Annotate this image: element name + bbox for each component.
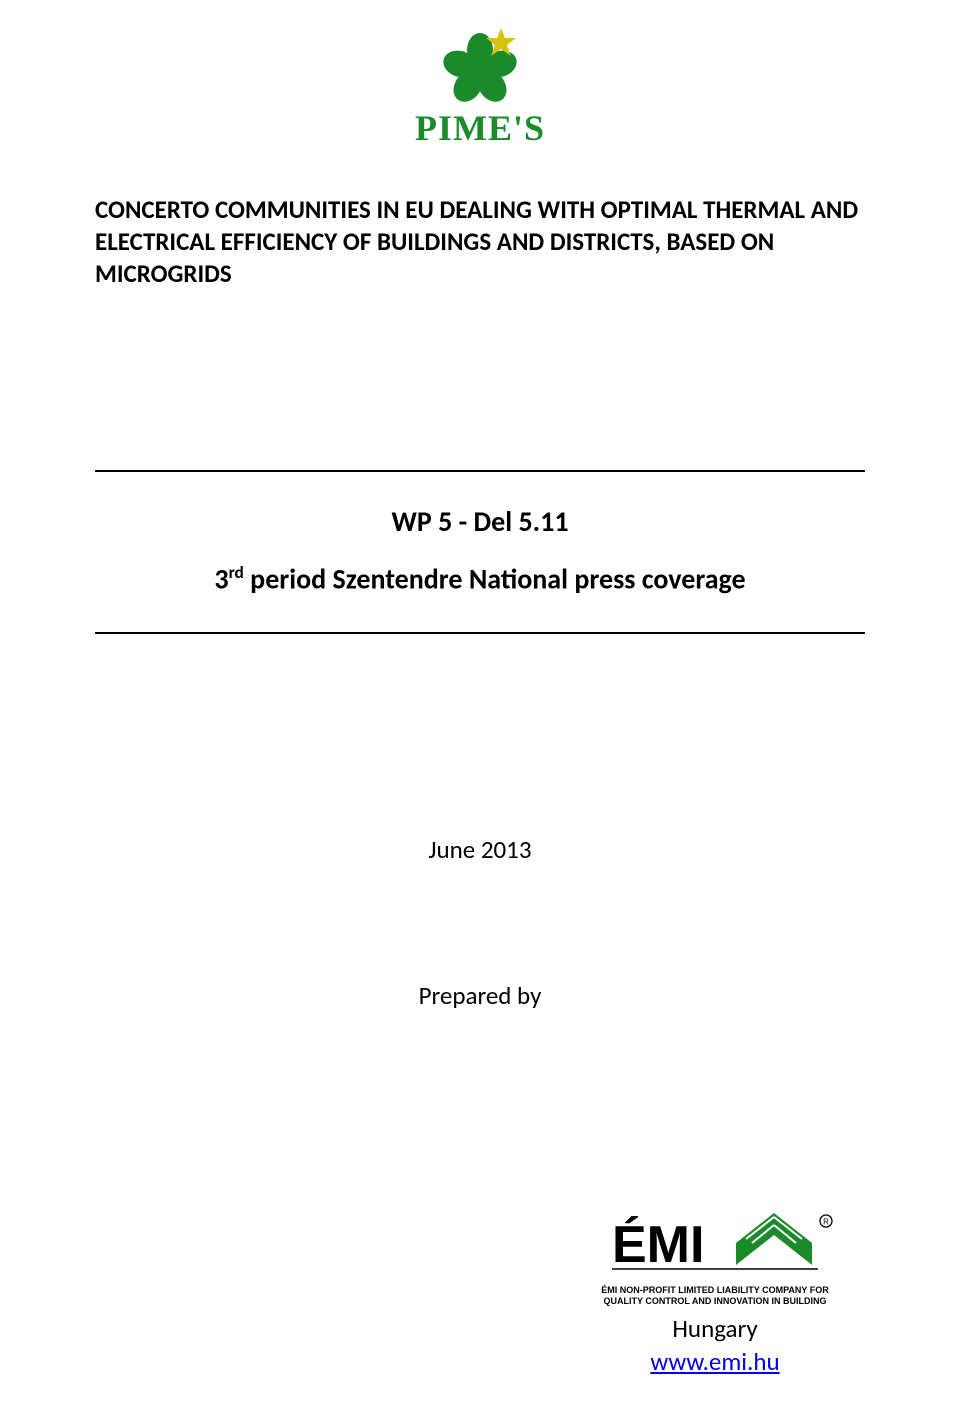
country: Hungary (672, 1313, 757, 1344)
pimes-wordmark: PIME'S (415, 110, 545, 146)
emi-caption-line2: QUALITY CONTROL AND INNOVATION IN BUILDI… (604, 1296, 827, 1306)
wp-line: WP 5 - Del 5.11 (95, 504, 865, 539)
pimes-logo: PIME'S (415, 26, 545, 146)
main-title: CONCERTO COMMUNITIES IN EU DEALING WITH … (95, 194, 865, 290)
ordinal-number: 3 (214, 561, 228, 596)
subtitle-rest: period Szentendre National press coverag… (244, 561, 746, 596)
emi-url-link[interactable]: www.emi.hu (650, 1346, 779, 1377)
emi-caption: ÉMI NON-PROFIT LIMITED LIABILITY COMPANY… (601, 1285, 829, 1308)
pimes-clover-icon (425, 26, 535, 104)
footer-logo-block: ÉMI R ÉMI NON-PROFIT LIMITED LIABILITY C… (565, 1207, 865, 1378)
section-title-block: WP 5 - Del 5.11 3rd period Szentendre Na… (95, 472, 865, 632)
prepared-by-label: Prepared by (95, 980, 865, 1011)
document-page: PIME'S CONCERTO COMMUNITIES IN EU DEALIN… (0, 0, 960, 1407)
svg-text:R: R (823, 1217, 829, 1226)
subtitle-line: 3rd period Szentendre National press cov… (95, 561, 865, 596)
ordinal-suffix: rd (229, 561, 244, 583)
rule-bottom (95, 632, 865, 634)
header-logo-area: PIME'S (95, 26, 865, 146)
emi-caption-line1: ÉMI NON-PROFIT LIMITED LIABILITY COMPANY… (601, 1285, 829, 1295)
emi-logo-icon: ÉMI R (590, 1207, 840, 1281)
svg-text:ÉMI: ÉMI (612, 1216, 704, 1274)
date-line: June 2013 (95, 834, 865, 865)
